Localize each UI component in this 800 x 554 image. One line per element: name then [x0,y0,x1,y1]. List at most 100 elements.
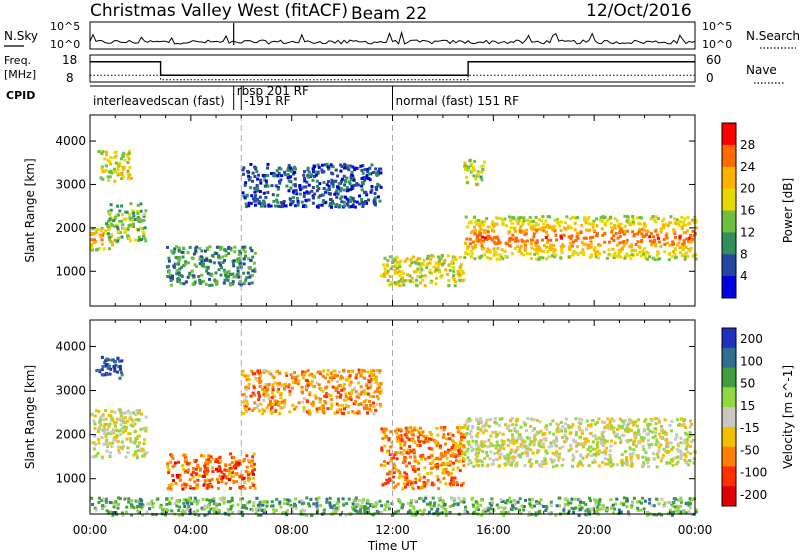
data-cell [300,200,304,204]
data-cell [284,371,288,375]
data-cell [289,169,293,173]
data-cell [177,262,181,266]
data-cell [106,219,110,223]
data-cell [301,400,305,404]
data-cell [578,508,582,512]
data-cell [403,443,407,447]
data-cell [134,452,138,456]
data-cell [356,510,360,514]
data-cell [316,507,320,511]
data-cell [340,200,344,204]
data-cell [279,205,283,209]
data-cell [252,386,256,390]
data-cell [493,417,497,421]
data-cell [114,170,117,174]
data-cell [105,441,109,445]
data-cell [524,447,528,451]
data-cell [588,496,591,500]
data-cell [489,442,493,445]
data-cell [318,406,321,410]
data-cell [652,513,656,517]
data-cell [247,174,251,178]
data-cell [591,506,595,510]
data-cell [330,378,334,382]
data-cell [454,445,458,449]
data-cell [103,422,107,426]
data-cell [495,503,499,507]
data-cell [405,476,409,480]
data-cell [589,241,593,245]
nsky-panel-frame [89,21,696,50]
data-cell [676,243,680,247]
data-cell [439,457,443,461]
data-cell [559,234,563,238]
data-cell [249,246,252,250]
data-cell [93,414,97,418]
data-cell [409,503,413,507]
data-cell [112,365,116,368]
data-cell [582,251,585,255]
data-cell [526,451,530,455]
data-cell [321,409,325,413]
data-cell [133,238,137,242]
data-cell [401,503,405,507]
beam-label: Beam 22 [351,4,427,24]
data-cell [515,430,519,433]
data-cell [501,221,505,225]
data-cell [169,283,173,287]
data-cell [117,429,121,433]
data-cell [395,431,399,435]
data-cell [193,496,197,500]
data-cell [383,444,387,448]
data-cell [446,471,450,475]
data-cell [410,261,414,265]
data-cell [352,176,356,180]
data-cell [241,393,245,397]
data-cell [396,469,400,473]
data-cell [654,220,658,224]
data-cell [236,269,240,273]
data-cell [476,237,479,241]
data-cell [683,441,687,445]
data-cell [125,505,129,509]
data-cell [388,453,392,457]
data-cell [304,205,308,209]
data-cell [398,471,402,475]
data-cell [314,173,318,177]
data-cell [311,178,315,182]
data-cell [233,245,237,249]
data-cell [623,256,627,260]
data-cell [685,237,689,241]
data-cell [644,418,648,422]
data-cell [498,216,502,220]
data-cell [113,369,117,373]
data-cell [486,445,490,449]
data-cell [210,283,214,287]
data-cell [236,461,239,464]
data-cell [335,402,339,406]
data-cell [689,419,692,423]
data-cell [627,427,631,431]
data-cell [680,253,684,257]
data-cell [494,242,498,246]
data-cell [135,456,139,460]
data-cell [415,283,418,287]
data-cell [258,385,262,388]
data-cell [177,509,181,512]
data-cell [471,247,475,251]
nsky-trace [89,30,696,45]
data-cell [628,421,632,425]
data-cell [353,411,357,415]
data-cell [651,216,655,220]
data-cell [191,475,195,479]
data-cell [113,238,117,242]
colorbar-frame [721,122,737,299]
x-tick-label: 00:00 [678,523,713,537]
data-cell [262,191,266,195]
data-cell [438,262,441,266]
data-cell [523,229,527,233]
data-cell [120,235,124,239]
data-cell [600,432,604,436]
data-cell [369,409,373,413]
data-cell [246,459,250,463]
